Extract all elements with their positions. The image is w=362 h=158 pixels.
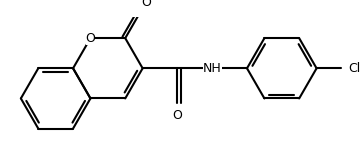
Text: O: O xyxy=(85,32,96,45)
Text: NH: NH xyxy=(203,62,222,75)
Text: O: O xyxy=(141,0,151,9)
Text: O: O xyxy=(172,109,182,122)
Text: Cl: Cl xyxy=(348,62,360,75)
